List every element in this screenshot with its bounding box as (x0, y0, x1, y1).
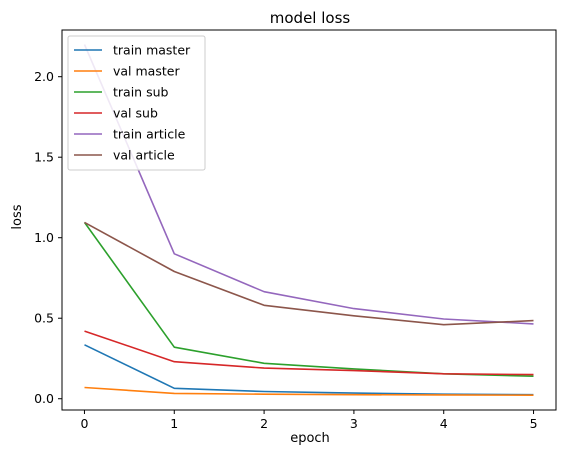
series-line-train-sub (83, 221, 534, 377)
series-line-val-sub (84, 330, 534, 376)
series-line-val-article (84, 221, 534, 326)
series-line-val-master (84, 386, 534, 397)
legend-label-train-sub: train sub (113, 85, 169, 100)
x-tick-label: 0 (80, 416, 88, 431)
x-tick-label: 4 (440, 416, 448, 431)
legend-box (67, 35, 206, 171)
y-axis-label: loss (10, 204, 25, 229)
legend-label-val-sub: val sub (113, 106, 158, 121)
legend-label-train-master: train master (113, 43, 191, 58)
x-tick-label: 1 (170, 416, 178, 431)
x-axis-label: epoch (290, 431, 330, 446)
y-tick-label: 0.5 (34, 311, 54, 326)
plot-frame (61, 29, 557, 411)
legend-items: train master val master train sub val sub tr… (74, 43, 191, 163)
chart-title: model loss (270, 9, 351, 27)
y-tick-label: 1.0 (34, 230, 54, 245)
y-tick-label: 2.0 (34, 69, 54, 84)
legend-label-val-article: val article (113, 148, 175, 163)
legend-label-train-article: train article (113, 127, 186, 142)
y-axis-ticks: 0.0 0.5 1.0 1.5 2.0 (34, 69, 62, 406)
x-tick-label: 2 (260, 416, 268, 431)
y-tick-label: 1.5 (34, 150, 54, 165)
series-line-train-article (83, 44, 534, 325)
x-tick-label: 5 (530, 416, 538, 431)
x-axis-ticks: 0 1 2 3 4 5 (80, 410, 538, 431)
x-tick-label: 3 (350, 416, 358, 431)
legend-label-val-master: val master (113, 64, 180, 79)
plot-lines (83, 44, 534, 397)
legend: train master val master train sub val sub tr… (67, 35, 206, 171)
y-tick-label: 0.0 (34, 391, 54, 406)
